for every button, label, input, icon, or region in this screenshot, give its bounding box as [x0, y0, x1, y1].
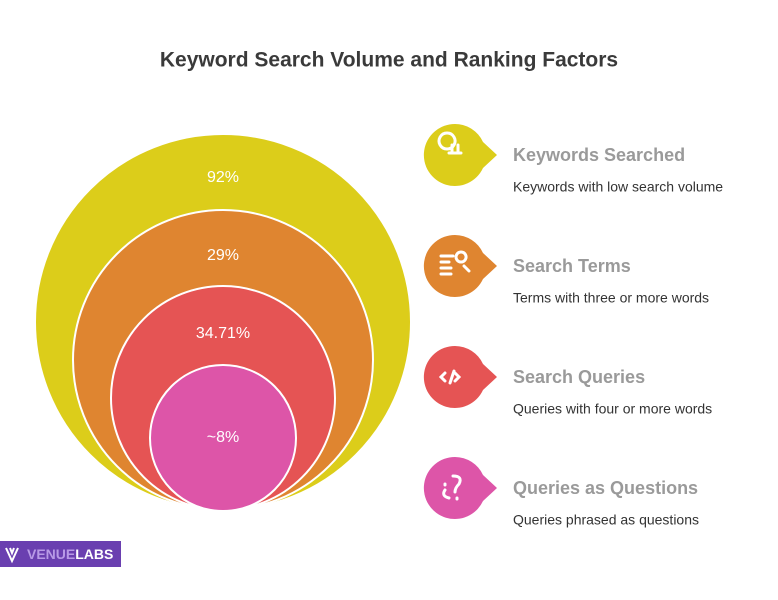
icon [437, 131, 463, 155]
item-label: Queries as Questions [513, 478, 698, 498]
icon-bubble [423, 456, 497, 519]
legend: Keywords Searched Keywords with low searc… [423, 123, 723, 528]
item-label: Search Queries [513, 367, 645, 387]
icon-bubble [423, 234, 497, 297]
item-description: Queries with four or more words [513, 401, 712, 417]
item-description: Queries phrased as questions [513, 512, 699, 528]
circle-3 [149, 364, 297, 512]
logo: VENUELABS [0, 541, 121, 567]
circle-value: ~8% [207, 429, 239, 446]
item-description: Terms with three or more words [513, 290, 709, 306]
logo-text: VENUELABS [27, 546, 113, 562]
icon [438, 369, 462, 385]
circle-value: 29% [207, 247, 239, 264]
logo-part: LABS [75, 546, 113, 562]
circle-value: 92% [207, 169, 239, 186]
logo-part: VENUE [27, 546, 75, 562]
item-description: Keywords with low search volume [513, 179, 723, 195]
nested-circles: 92% 29% 34.71% ~8% [34, 133, 412, 512]
title: Keyword Search Volume and Ranking Factor… [160, 49, 618, 72]
icon [442, 474, 462, 501]
item-label: Keywords Searched [513, 145, 685, 165]
circle-value: 34.71% [196, 325, 250, 342]
icon-bubble [423, 123, 497, 186]
item-label: Search Terms [513, 256, 631, 276]
icon [439, 250, 471, 276]
logo-mark [5, 547, 19, 564]
logo-box [0, 541, 121, 567]
